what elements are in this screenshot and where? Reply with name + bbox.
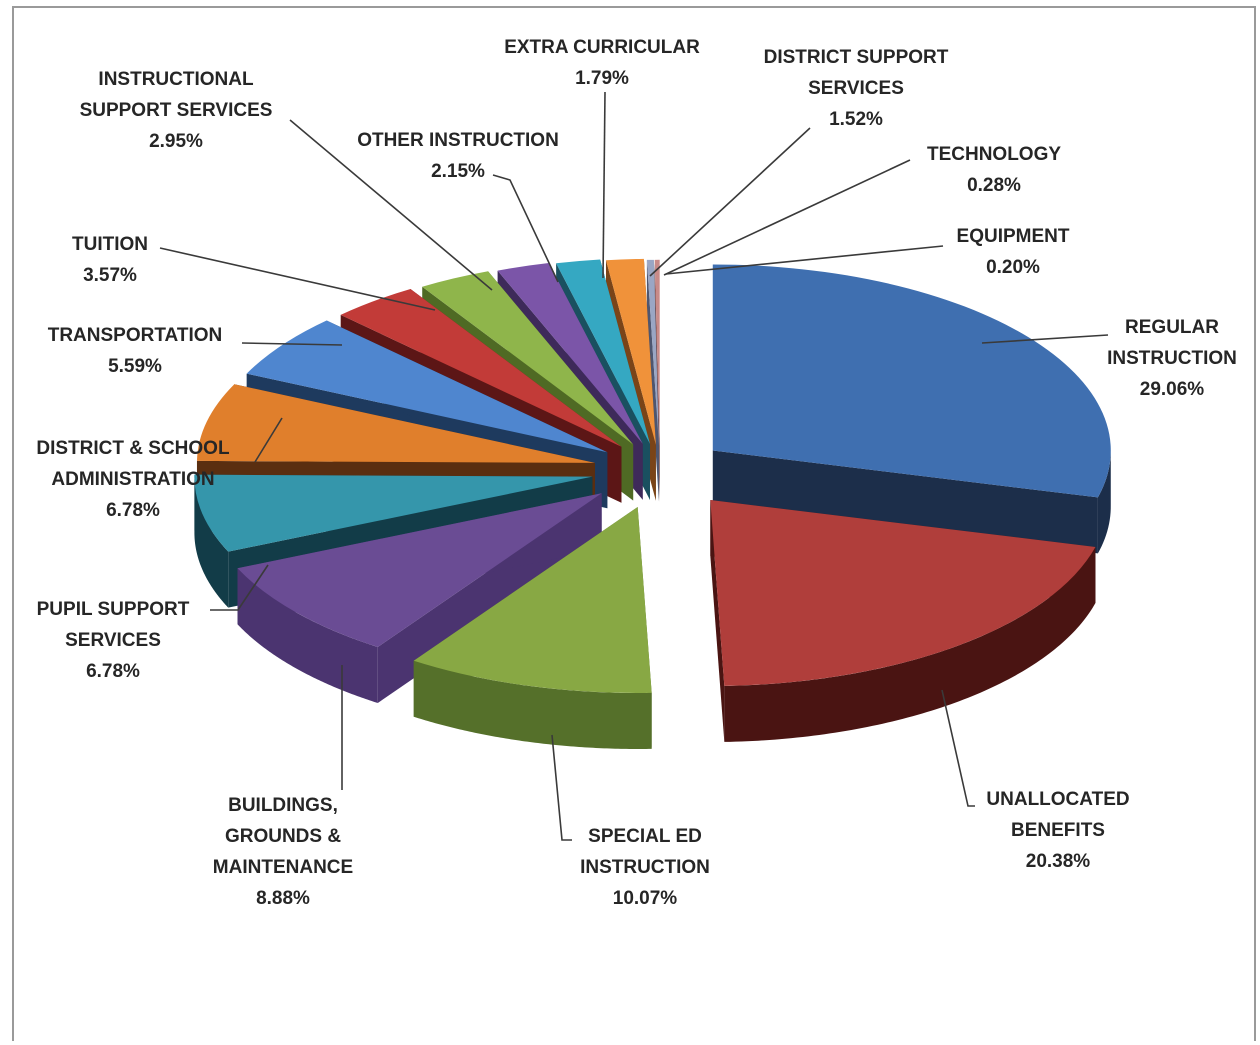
slice-top [340,289,622,447]
slice-value-label: 2.95% [149,131,203,152]
slices-layer [194,258,1111,749]
slice-label: PUPIL SUPPORT SERVICES 6.78% [37,599,190,682]
slice-label: OTHER INSTRUCTION 2.15% [357,130,559,182]
slice-name-label: TRANSPORTATION [48,325,223,346]
slice-name-label: INSTRUCTION [1107,348,1237,369]
slice-name-label: EQUIPMENT [957,226,1070,247]
slice-name-label: BENEFITS [1011,820,1105,841]
slice-top [606,258,656,445]
slice-label: UNALLOCATED BENEFITS 20.38% [986,789,1129,872]
slice-name-label: TUITION [72,234,148,255]
leader-line [941,689,975,807]
slice-top [246,320,608,453]
leader-line [551,734,572,841]
slice-value-label: 1.79% [575,68,629,89]
slice-value-label: 2.15% [431,161,485,182]
slice-top [497,263,643,444]
slice-name-label: UNALLOCATED [986,789,1129,810]
slice-13 [646,259,659,502]
slice-label: TECHNOLOGY 0.28% [927,144,1061,196]
slice-name-label: ADMINISTRATION [51,469,214,490]
slice-cut-wall [710,500,725,742]
slice-label: DISTRICT SUPPORT SERVICES 1.52% [764,47,949,130]
slice-name-label: INSTRUCTION [580,857,710,878]
slice-value-label: 0.28% [967,175,1021,196]
slice-label: DISTRICT & SCHOOL ADMINISTRATION 6.78% [36,438,230,521]
leader-line [649,127,811,277]
slice-name-label: BUILDINGS, [228,795,338,816]
slice-2 [710,500,1096,742]
slice-name-label: SERVICES [65,630,161,651]
leader-line [159,247,436,311]
slice-name-label: INSTRUCTIONAL [98,69,254,90]
slice-name-label: GROUNDS & [225,826,341,847]
slice-top [194,474,593,552]
slice-name-label: DISTRICT SUPPORT [764,47,949,68]
slice-cut-wall [646,259,659,502]
slice-label: TUITION 3.57% [72,234,148,286]
slice-name-label: SUPPORT SERVICES [80,100,273,121]
leader-line [254,417,283,463]
slice-value-label: 20.38% [1026,851,1091,872]
slice-label: BUILDINGS, GROUNDS & MAINTENANCE 8.88% [213,795,353,909]
leader-line [602,91,606,279]
slice-top [422,271,634,445]
leader-line [210,564,269,611]
slice-label: INSTRUCTIONAL SUPPORT SERVICES 2.95% [80,69,273,152]
slice-top [710,500,1096,686]
slice-value-label: 5.59% [108,356,162,377]
slice-top [413,506,652,693]
leader-lines-layer [159,91,1109,841]
slice-value-label: 10.07% [613,888,678,909]
slice-label: REGULAR INSTRUCTION 29.06% [1107,317,1237,400]
slice-label: EQUIPMENT 0.20% [957,226,1070,278]
leader-line [289,119,493,291]
slice-top [646,259,659,446]
slice-name-label: SPECIAL ED [588,826,702,847]
slice-name-label: SERVICES [808,78,904,99]
slice-value-label: 8.88% [256,888,310,909]
labels-layer: REGULAR INSTRUCTION 29.06% UNALLOCATED BENEF… [36,37,1237,909]
slice-outer-wall [413,660,652,749]
leader-line [981,334,1109,344]
slice-outer-wall [1097,448,1111,554]
slice-top [654,259,660,446]
slice-label: EXTRA CURRICULAR 1.79% [504,37,700,89]
slice-name-label: DISTRICT & SCHOOL [36,438,230,459]
slice-3 [413,506,652,749]
slice-value-label: 0.20% [986,257,1040,278]
leader-line [241,342,343,346]
slice-label: SPECIAL ED INSTRUCTION 10.07% [580,826,710,909]
slice-outer-wall [724,546,1096,742]
slice-top [556,259,651,445]
slice-value-label: 6.78% [86,661,140,682]
slice-name-label: EXTRA CURRICULAR [504,37,700,58]
slice-value-label: 1.52% [829,109,883,130]
slice-top [237,493,602,647]
leader-line [492,174,559,283]
slice-value-label: 29.06% [1140,379,1205,400]
leader-line [663,159,911,276]
slice-top [196,384,595,463]
slice-name-label: PUPIL SUPPORT [37,599,190,620]
slice-name-label: TECHNOLOGY [927,144,1061,165]
slice-1 [712,264,1111,554]
slice-name-label: MAINTENANCE [213,857,353,878]
slice-cut-wall [712,450,1098,554]
slice-value-label: 3.57% [83,265,137,286]
slice-value-label: 6.78% [106,500,160,521]
slice-label: TRANSPORTATION 5.59% [48,325,223,377]
slice-outer-wall [194,474,229,608]
slice-name-label: REGULAR [1125,317,1219,338]
slice-name-label: OTHER INSTRUCTION [357,130,559,151]
slice-top [712,264,1111,498]
leader-line [665,245,944,275]
